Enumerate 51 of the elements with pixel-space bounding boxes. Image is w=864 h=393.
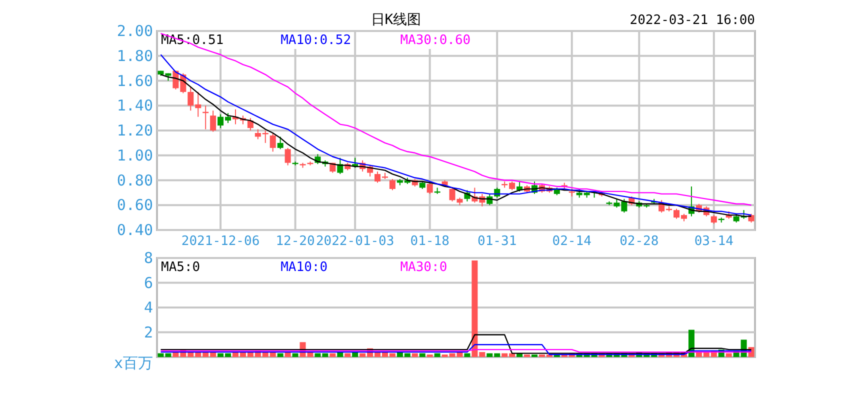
bar <box>277 353 284 357</box>
y-tick-label: 1.80 <box>116 46 153 65</box>
y-tick-label: 2 <box>144 323 153 342</box>
bar <box>337 352 344 357</box>
bar <box>726 353 732 357</box>
y-tick-label: 0.80 <box>116 171 153 190</box>
bar <box>419 353 426 357</box>
y-tick-label: 1.20 <box>116 122 153 140</box>
x-tick-label: 01-18 <box>410 234 450 249</box>
x-tick-label: 12-20 <box>276 234 315 249</box>
y-tick-label: 4 <box>144 298 153 316</box>
x-tick-label: 01-31 <box>478 234 517 249</box>
y-tick-label: 1.00 <box>116 146 153 164</box>
y-tick-label: 8 <box>144 249 153 267</box>
text: MA10:0 <box>280 260 328 275</box>
y-tick-label: 6 <box>144 274 153 292</box>
bar <box>434 353 440 357</box>
text: MA30:0 <box>400 260 448 275</box>
candlestick <box>210 110 216 132</box>
x-tick-label: 02-14 <box>552 234 592 249</box>
text: MA10:0.52 <box>280 33 352 48</box>
line-series <box>160 334 752 354</box>
bar <box>330 353 336 357</box>
candlestick <box>277 136 284 150</box>
x-tick-label: 02-28 <box>620 234 659 249</box>
chart-subtitle: 2022-03-21 16:00 <box>630 13 755 28</box>
bar <box>344 353 351 357</box>
bar <box>412 353 418 357</box>
line-series <box>160 344 752 356</box>
bar <box>352 352 358 357</box>
bar <box>464 353 470 357</box>
y-tick-label: 0.40 <box>116 221 153 239</box>
chart-title: 日K线图 <box>370 12 422 28</box>
y-tick-label: 1.40 <box>116 96 153 115</box>
x-tick-label: 2021-12-06 <box>181 234 260 249</box>
candlestick <box>426 182 433 194</box>
candlestick <box>270 132 276 152</box>
x-tick-label: 03-14 <box>694 234 734 249</box>
candlestick <box>389 178 396 191</box>
y-tick-label: 1.60 <box>116 72 153 90</box>
text: MA5:0 <box>161 260 200 275</box>
x-tick-label: 2022-01-03 <box>316 234 394 249</box>
bar <box>292 353 298 357</box>
y-axis-title: x百万 <box>114 354 153 372</box>
candlestick <box>284 147 291 166</box>
text: MA30:0.60 <box>400 33 471 48</box>
line-series <box>160 32 752 206</box>
y-tick-label: 2.00 <box>116 22 153 40</box>
y-tick-label: 0.60 <box>116 196 153 214</box>
bar <box>284 352 291 357</box>
candlestick <box>247 118 254 131</box>
